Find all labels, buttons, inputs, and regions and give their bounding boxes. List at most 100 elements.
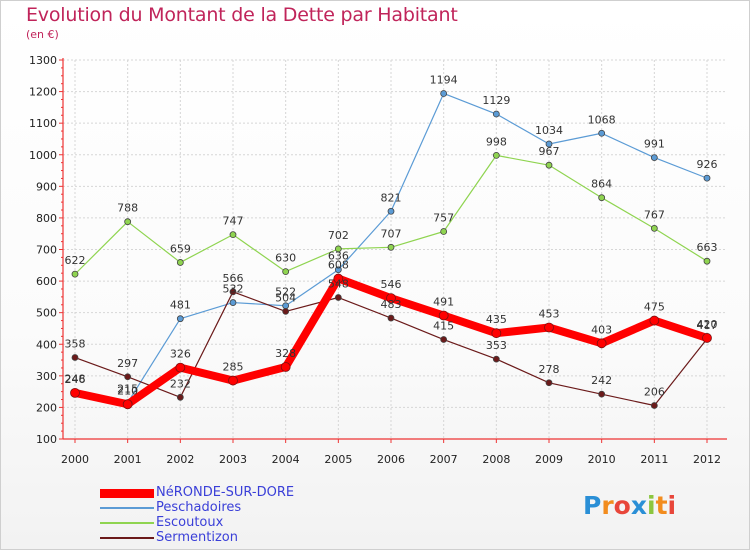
data-label: 788 <box>117 202 138 215</box>
data-point <box>122 399 133 410</box>
data-point <box>650 224 658 232</box>
data-point <box>491 328 502 339</box>
data-label: 242 <box>591 374 612 387</box>
legend-swatch <box>100 537 154 539</box>
y-tick-label: 1200 <box>29 86 57 99</box>
data-label: 702 <box>328 229 349 242</box>
data-label: 659 <box>170 242 191 255</box>
data-point <box>387 243 395 251</box>
data-label: 246 <box>65 373 86 386</box>
data-label: 326 <box>170 348 191 361</box>
y-tick-label: 100 <box>36 433 57 446</box>
x-tick-label: 2008 <box>482 453 510 466</box>
data-point <box>229 288 237 296</box>
data-label: 1034 <box>535 124 563 137</box>
data-label: 991 <box>644 138 665 151</box>
series-2 <box>71 151 711 278</box>
data-label: 622 <box>65 254 86 267</box>
series-3 <box>71 288 711 409</box>
chart-title: Evolution du Montant de la Dette par Hab… <box>26 4 458 26</box>
y-tick-label: 200 <box>36 401 57 414</box>
x-tick-label: 2001 <box>114 453 142 466</box>
data-point <box>71 354 79 361</box>
data-label: 998 <box>486 135 507 148</box>
data-label: 491 <box>433 296 454 309</box>
y-tick-label: 300 <box>36 370 57 383</box>
data-point <box>387 314 395 322</box>
data-point <box>70 387 80 398</box>
data-point <box>334 245 342 253</box>
data-point <box>438 310 449 321</box>
data-point <box>176 259 184 266</box>
data-label: 532 <box>223 283 244 296</box>
data-label: 328 <box>275 347 296 360</box>
data-point <box>386 293 396 304</box>
x-tick-label: 2011 <box>640 453 668 466</box>
data-label: 215 <box>117 383 138 396</box>
data-point <box>333 273 344 284</box>
labels-1: 248 215 481 532 522 636 821 1194 1129 1034 1068 991… <box>65 73 718 395</box>
y-tick-label: 600 <box>36 275 57 288</box>
x-tick-label: 2010 <box>588 453 616 466</box>
y-tick-label: 900 <box>36 180 57 193</box>
data-label: 278 <box>539 363 560 376</box>
data-label: 248 <box>65 372 86 385</box>
data-point <box>596 338 607 349</box>
logo-letter: o <box>613 491 631 520</box>
x-tick-label: 2006 <box>377 453 405 466</box>
data-label: 403 <box>591 323 612 336</box>
data-point <box>440 336 448 343</box>
labels-0: 246 210 326 285 328 608 546 491 435 453 403 475 420 <box>65 259 718 398</box>
labels-2: 622 788 659 747 630 702 707 757 998 967 864 767 663 <box>65 135 718 267</box>
labels-3: 358 297 232 566 504 548 483 415 353 278 242 206 417 <box>65 272 718 399</box>
data-point <box>545 140 553 148</box>
x-tick-label: 2002 <box>166 453 194 466</box>
logo-letter: t <box>655 491 668 520</box>
data-label: 1068 <box>588 113 616 126</box>
legend-label: Peschadoires <box>156 500 242 515</box>
data-point <box>334 294 342 301</box>
data-point <box>175 362 186 373</box>
data-point <box>702 333 712 343</box>
data-label: 747 <box>223 215 244 228</box>
logo-letter: r <box>601 491 614 520</box>
logo-letter: i <box>667 491 677 520</box>
data-label: 210 <box>117 384 138 397</box>
data-label: 206 <box>644 386 665 399</box>
legend-label: Escoutoux <box>156 515 224 530</box>
data-label: 608 <box>328 259 349 272</box>
data-point <box>545 161 553 169</box>
chart-subtitle: (en €) <box>26 28 59 41</box>
data-point <box>649 315 660 326</box>
y-tick-label: 500 <box>36 307 57 320</box>
x-tick-label: 2003 <box>219 453 247 466</box>
y-tick-label: 700 <box>36 244 57 257</box>
series-0 <box>70 273 712 410</box>
data-point <box>492 110 500 118</box>
data-point <box>598 194 606 202</box>
data-label: 483 <box>381 298 402 311</box>
data-label: 358 <box>65 338 86 351</box>
data-point <box>545 379 553 387</box>
data-label: 546 <box>381 278 402 291</box>
data-label: 767 <box>644 208 665 221</box>
legend-swatch <box>100 522 154 524</box>
logo-letter: i <box>647 491 656 520</box>
data-label: 821 <box>381 191 402 204</box>
x-tick-label: 2007 <box>430 453 458 466</box>
proxiti-logo: Proxiti <box>583 491 676 520</box>
legend-label: Sermentizon <box>156 530 238 545</box>
data-label: 297 <box>117 357 138 370</box>
data-label: 1194 <box>430 73 458 86</box>
y-tick-label: 1000 <box>29 149 57 162</box>
y-tick-label: 1100 <box>29 117 57 130</box>
data-point <box>703 257 711 265</box>
y-tick-label: 1300 <box>29 54 57 67</box>
data-point <box>492 355 500 363</box>
data-point <box>650 154 658 161</box>
y-tick-label: 400 <box>36 338 57 351</box>
data-point <box>176 393 184 401</box>
data-label: 864 <box>591 178 612 191</box>
logo-letter: x <box>630 491 647 520</box>
